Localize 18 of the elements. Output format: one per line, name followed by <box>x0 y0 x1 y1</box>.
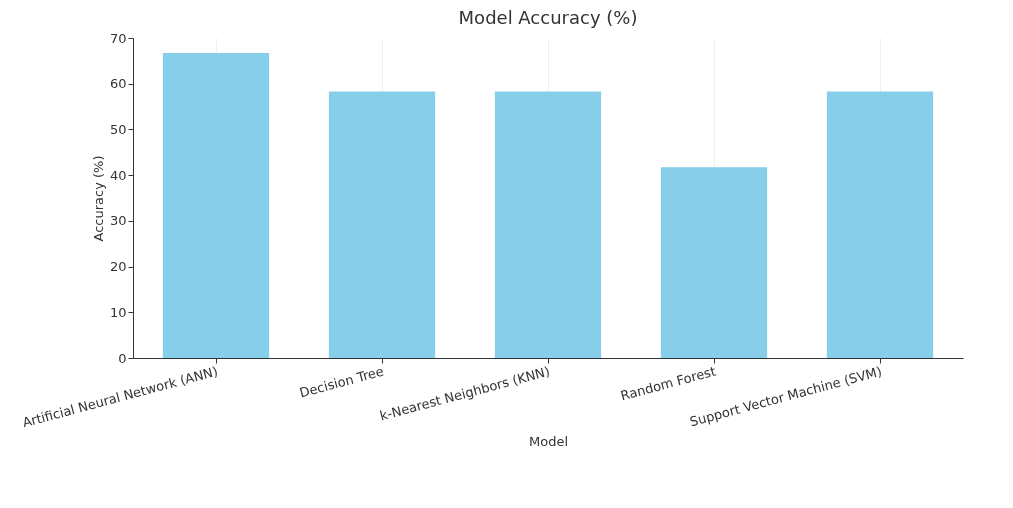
x-tick-label: Decision Tree <box>297 363 386 401</box>
y-tick-label: 50 <box>109 121 127 137</box>
chart-title: Model Accuracy (%) <box>458 7 638 28</box>
y-tick-label: 20 <box>109 259 127 275</box>
x-tick-label: Random Forest <box>618 363 718 404</box>
y-tick-label: 60 <box>109 76 127 92</box>
bar <box>328 91 436 358</box>
y-axis-title: Accuracy (%) <box>90 155 106 242</box>
bar <box>494 91 602 358</box>
y-tick-label: 0 <box>118 350 127 366</box>
bar <box>162 53 270 358</box>
x-axis-title: Model <box>528 434 569 450</box>
y-tick-label: 70 <box>109 30 127 46</box>
y-tick-label: 40 <box>109 167 127 183</box>
bar <box>826 91 934 358</box>
bar <box>660 167 768 358</box>
y-tick-label: 10 <box>109 304 127 320</box>
y-tick-label: 30 <box>109 213 127 229</box>
